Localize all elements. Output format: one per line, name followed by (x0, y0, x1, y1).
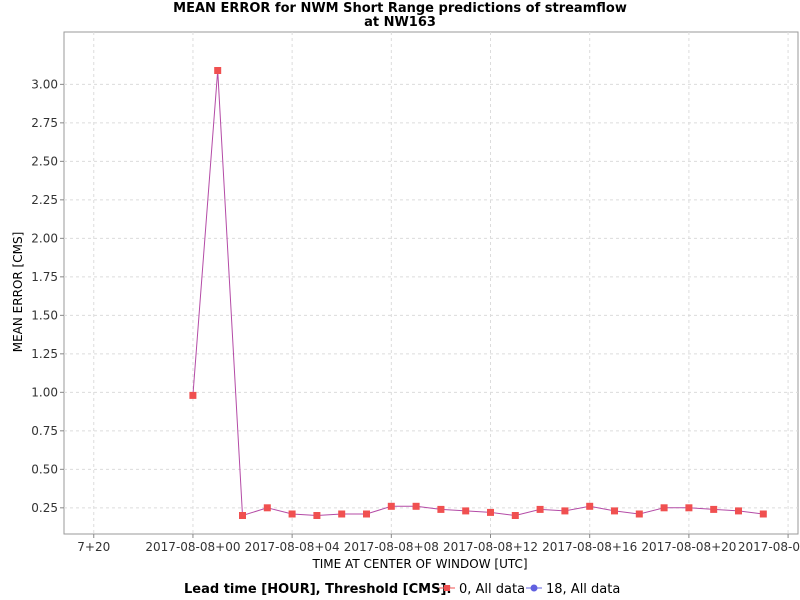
data-point (462, 507, 470, 515)
y-axis-ticks: 0.25 0.50 0.75 1.00 1.25 1.50 1.75 2.00 2.25 2.50… (31, 77, 64, 515)
y-tick-label: 0.25 (31, 501, 58, 515)
y-tick-label: 2.50 (31, 154, 58, 168)
series-layer (189, 67, 767, 519)
y-tick-label: 0.75 (31, 424, 58, 438)
y-tick-label: 3.00 (31, 77, 58, 91)
legend-title: Lead time [HOUR], Threshold [CMS]: (184, 582, 452, 597)
y-tick-label: 1.00 (31, 385, 58, 399)
data-point (611, 507, 618, 515)
legend-label-0: 0, All data (459, 582, 525, 597)
x-tick-label: 7+20 (77, 540, 110, 554)
x-tick-label: 2017-08-08+20 (641, 540, 736, 554)
chart-title-line-1: MEAN ERROR for NWM Short Range predictio… (173, 1, 627, 16)
data-point (561, 507, 569, 515)
x-tick-label: 2017-08-08+12 (443, 540, 538, 554)
grid (64, 32, 798, 534)
x-axis-label: TIME AT CENTER OF WINDOW [UTC] (311, 557, 527, 571)
x-tick-label: 2017-08-08+04 (245, 540, 340, 554)
data-point (536, 505, 544, 513)
y-tick-label: 2.75 (31, 116, 58, 130)
y-tick-label: 2.25 (31, 193, 58, 207)
plot-area (63, 31, 799, 535)
data-point (735, 507, 742, 515)
y-axis-label: MEAN ERROR [CMS] (11, 232, 25, 353)
data-point (313, 512, 321, 519)
y-tick-label: 2.00 (31, 231, 58, 245)
data-point (759, 510, 767, 518)
legend-label-1: 18, All data (546, 582, 620, 597)
data-point (685, 504, 693, 512)
y-tick-label: 0.50 (31, 462, 58, 476)
chart-title-line-2: at NW163 (364, 15, 436, 30)
x-axis-ticks: 7+20 2017-08-08+00 2017-08-08+04 2017-08-08… (77, 534, 800, 554)
x-tick-label: 2017-08-0 (738, 540, 800, 554)
legend-marker-1 (530, 584, 538, 592)
data-point (338, 510, 346, 518)
data-point (511, 512, 519, 519)
data-point (263, 504, 271, 512)
data-point (288, 510, 296, 518)
legend-marker-0 (444, 585, 450, 591)
data-point (363, 510, 370, 518)
data-point (487, 508, 494, 516)
data-point (189, 391, 197, 399)
data-point (660, 504, 668, 512)
data-point (586, 502, 594, 510)
data-point (214, 67, 222, 74)
data-point (710, 505, 718, 513)
y-tick-label: 1.75 (31, 270, 58, 284)
x-tick-label: 2017-08-08+16 (542, 540, 637, 554)
data-point (239, 512, 246, 519)
data-point (387, 502, 395, 510)
x-tick-label: 2017-08-08+08 (344, 540, 439, 554)
legend: Lead time [HOUR], Threshold [CMS]: 0, Al… (184, 582, 620, 597)
y-tick-label: 1.25 (31, 347, 58, 361)
y-tick-label: 1.50 (31, 308, 58, 322)
data-point (635, 510, 643, 518)
data-point (437, 505, 445, 513)
series-line-0 (192, 70, 764, 517)
data-point (412, 502, 420, 510)
x-tick-label: 2017-08-08+00 (145, 540, 240, 554)
